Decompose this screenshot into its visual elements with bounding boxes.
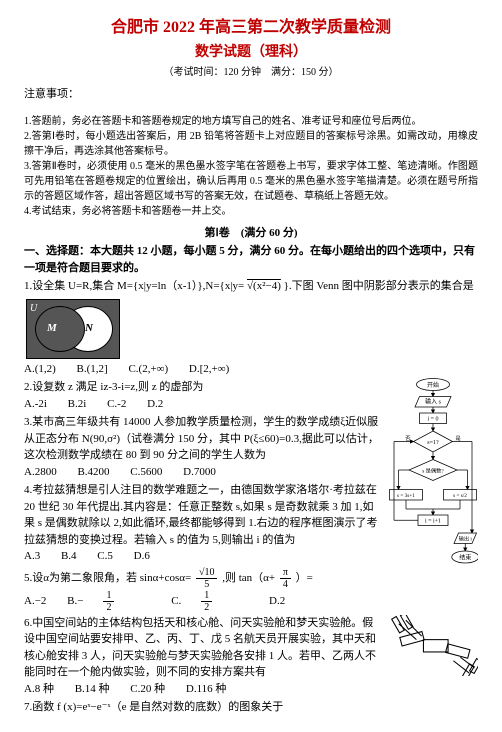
svg-text:是: 是	[456, 435, 462, 442]
q1-b: B.(1,2]	[77, 361, 108, 378]
doc-meta: （考试时间：120 分钟 满分：150 分）	[24, 65, 478, 80]
q5-stem-b: ,则 tan（α+	[222, 572, 275, 584]
svg-text:否: 否	[405, 435, 411, 442]
q1-d: D.[2,+∞)	[189, 361, 229, 378]
q1-stem-b: }.下图 Venn 图中阴影部分表示的集合是	[284, 280, 474, 292]
q6-a: A.8 种	[24, 681, 54, 698]
q3-c: C.5600	[130, 464, 162, 481]
q5-b: B.−12	[67, 590, 150, 613]
part1-head: 第Ⅰ卷 (满分 60 分)	[24, 225, 478, 242]
venn-label-m: M	[47, 320, 57, 337]
notice-1: 1.答题前，务必在答题卡和答题卷规定的地方填写自己的姓名、准考证号和座位号后两位…	[24, 114, 478, 129]
q1: 1.设全集 U=R,集合 M={x|y=ln（x-1）},N={x|y= √(x…	[24, 278, 478, 295]
q6-options: A.8 种 B.14 种 C.20 种 D.116 种	[24, 681, 478, 698]
q3-b: B.4200	[77, 464, 109, 481]
notice-3: 3.答第Ⅱ卷时，必须使用 0.5 毫米的黑色墨水签字笔在答题卷上书写，要求字体工…	[24, 159, 478, 204]
q5-stem-a: 5.设α为第二象限角，若 sinα+cosα=	[24, 572, 191, 584]
q5-frac1: √105	[196, 567, 218, 590]
q7-stem: 7.函数 f (x)=eˣ−e⁻ˣ（e 是自然对数的底数）的图象关于	[24, 699, 478, 716]
q4-stem: 4.考拉兹猜想是引人注目的数学难题之一，由德国数学家洛塔尔·考拉兹在 20 世纪…	[24, 482, 384, 548]
doc-title: 合肥市 2022 年高三第二次教学质量检测	[24, 16, 478, 40]
q4-c: C.5	[97, 548, 113, 565]
venn-label-u: U	[30, 301, 37, 316]
venn-diagram: U M N	[26, 299, 120, 359]
q6-b: B.14 种	[75, 681, 110, 698]
part1-instr: 一、选择题：本大题共 12 小题，每小题 5 分，满分 60 分。在每小题给出的…	[24, 243, 478, 276]
q1-options: A.(1,2) B.(1,2] C.(2,+∞) D.[2,+∞)	[24, 361, 478, 378]
q5-c: C.12	[171, 590, 248, 613]
notice-2: 2.答第Ⅰ卷时，每小题选出答案后，用 2B 铅笔将答题卡上对应题目的答案标号涂黑…	[24, 129, 478, 159]
q5-a: A.−2	[24, 593, 46, 610]
q4-d: D.6	[134, 548, 150, 565]
venn-label-n: N	[85, 320, 93, 337]
svg-text:s = 3s+1: s = 3s+1	[397, 493, 415, 499]
notice-head: 注意事项：	[24, 86, 478, 103]
q6-c: C.20 种	[130, 681, 165, 698]
svg-text:s = s/2: s = s/2	[453, 493, 467, 499]
q5-d: D.2	[269, 593, 285, 610]
q2-a: A.-2i	[24, 396, 47, 413]
q1-a: A.(1,2)	[24, 361, 56, 378]
q1-sqrt: √(x²−4)	[247, 280, 281, 292]
venn-circle-m	[35, 306, 85, 352]
q6-stem: 6.中国空间站的主体结构包括天和核心舱、问天实验舱和梦天实验舱。假设中国空间站要…	[24, 615, 384, 681]
space-station-icon	[390, 615, 478, 677]
notice-4: 4.考试结束，务必将答题卡和答题卷一并上交。	[24, 204, 478, 219]
q1-c: C.(2,+∞)	[128, 361, 168, 378]
svg-text:i = i+1: i = i+1	[425, 519, 441, 525]
svg-text:s=1?: s=1?	[427, 440, 439, 446]
doc-subtitle: 数学试题（理科）	[24, 42, 478, 63]
q2-c: C.-2	[107, 396, 126, 413]
q2-b: B.2i	[68, 396, 87, 413]
q4-b: B.4	[61, 548, 77, 565]
q3-a: A.2800	[24, 464, 57, 481]
q5-frac2: π4	[280, 567, 291, 590]
q5-options: A.−2 B.−12 C.12 D.2	[24, 590, 478, 613]
q5-stem-c: ）=	[296, 572, 313, 584]
q3-d: D.7000	[183, 464, 216, 481]
svg-text:i = 0: i = 0	[427, 417, 438, 423]
q2-d: D.2	[147, 396, 163, 413]
q3-stem: 3.某市高三年级共有 14000 人参加教学质量检测，学生的数学成绩ξ近似服从正…	[24, 414, 384, 464]
q4-a: A.3	[24, 548, 40, 565]
flowchart: 开始 输入 s i = 0 s=1? 否 是 s 是偶数? s = 3s+1 s…	[388, 377, 478, 572]
q1-stem-a: 1.设全集 U=R,集合 M={x|y=ln（x-1）},N={x|y=	[24, 280, 244, 292]
q6-d: D.116 种	[186, 681, 227, 698]
